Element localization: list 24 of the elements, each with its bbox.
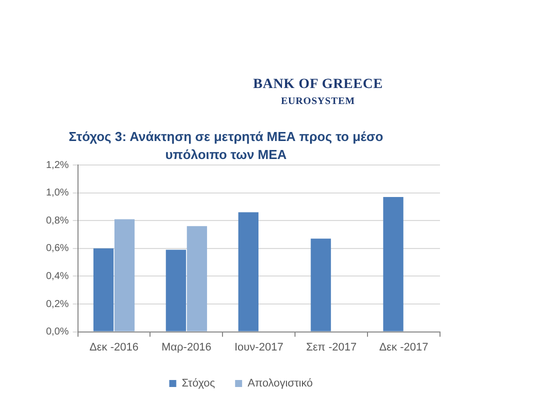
y-tick-label: 0,4% — [46, 270, 69, 282]
y-tick-label: 1,0% — [46, 188, 69, 199]
x-tick-label: Σεπ -2017 — [306, 341, 357, 354]
bar — [93, 248, 114, 332]
x-tick-label: Ιουν-2017 — [234, 341, 284, 354]
bar — [310, 238, 331, 332]
y-tick-label: 0,8% — [46, 215, 69, 226]
bar — [186, 226, 208, 332]
y-tick-label: 0,2% — [46, 298, 69, 310]
bar — [166, 250, 186, 332]
legend-label: Απολογιστικό — [248, 378, 313, 390]
bar — [383, 196, 404, 332]
legend-label: Στόχος — [182, 378, 216, 390]
x-tick-label: Μαρ-2016 — [161, 341, 212, 354]
y-tick-label: 0,0% — [46, 326, 69, 338]
chart-title: Στόχος 3: Ανάκτηση σε μετρητά ΜΕΑ προς το μέσο υπόλοιπο των ΜΕΑ — [68, 129, 384, 162]
y-tick-label: 0,6% — [46, 243, 69, 254]
bar — [114, 219, 135, 332]
bar — [238, 212, 258, 332]
x-tick-label: Δεκ -2016 — [90, 341, 138, 354]
y-tick-label: 1,2% — [46, 160, 69, 171]
text: EUROSYSTEM — [280, 96, 356, 107]
x-tick-label: Δεκ -2017 — [379, 341, 428, 354]
text: BANK OF GREECE — [252, 77, 384, 92]
